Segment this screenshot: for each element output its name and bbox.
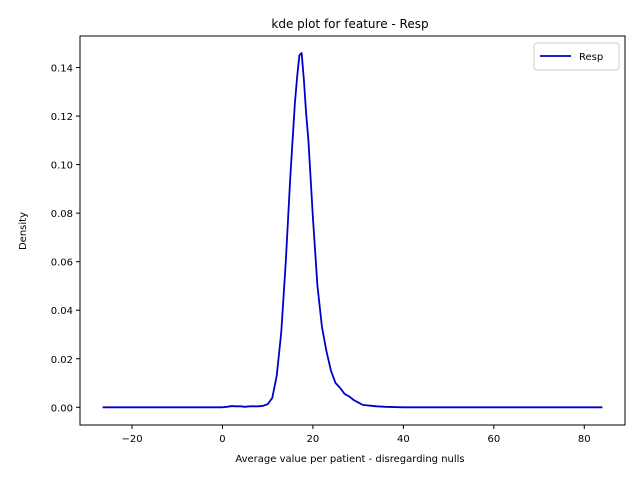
x-tick-label: 80 <box>578 434 591 445</box>
legend-label-resp: Resp <box>579 52 603 63</box>
legend: Resp <box>533 42 620 71</box>
y-tick-label: 0.08 <box>51 209 73 220</box>
plot-frame <box>79 35 626 426</box>
y-tick-label: 0.02 <box>51 355 73 366</box>
chart-title: kde plot for feature - Resp <box>271 17 428 31</box>
x-tick-label: 0 <box>219 434 225 445</box>
y-tick-label: 0.12 <box>51 112 73 123</box>
series-line-resp <box>102 52 603 409</box>
y-tick-label: 0.06 <box>51 258 73 269</box>
x-tick-label: 40 <box>397 434 410 445</box>
x-tick-label: 20 <box>307 434 320 445</box>
x-tick-label: −20 <box>121 434 142 445</box>
y-tick-label: 0.00 <box>51 403 73 414</box>
y-axis-label: Density <box>18 212 29 250</box>
y-tick-label: 0.04 <box>51 306 73 317</box>
y-tick-label: 0.10 <box>51 161 73 172</box>
x-axis-ticks: −20 0 20 40 60 80 <box>121 425 591 445</box>
x-tick-label: 60 <box>487 434 500 445</box>
y-tick-label: 0.14 <box>51 64 73 75</box>
legend-box <box>533 42 620 71</box>
x-axis-label: Average value per patient - disregarding… <box>235 454 464 465</box>
y-axis-ticks: 0.00 0.02 0.04 0.06 0.08 0.10 0.12 0.14 <box>51 64 80 414</box>
